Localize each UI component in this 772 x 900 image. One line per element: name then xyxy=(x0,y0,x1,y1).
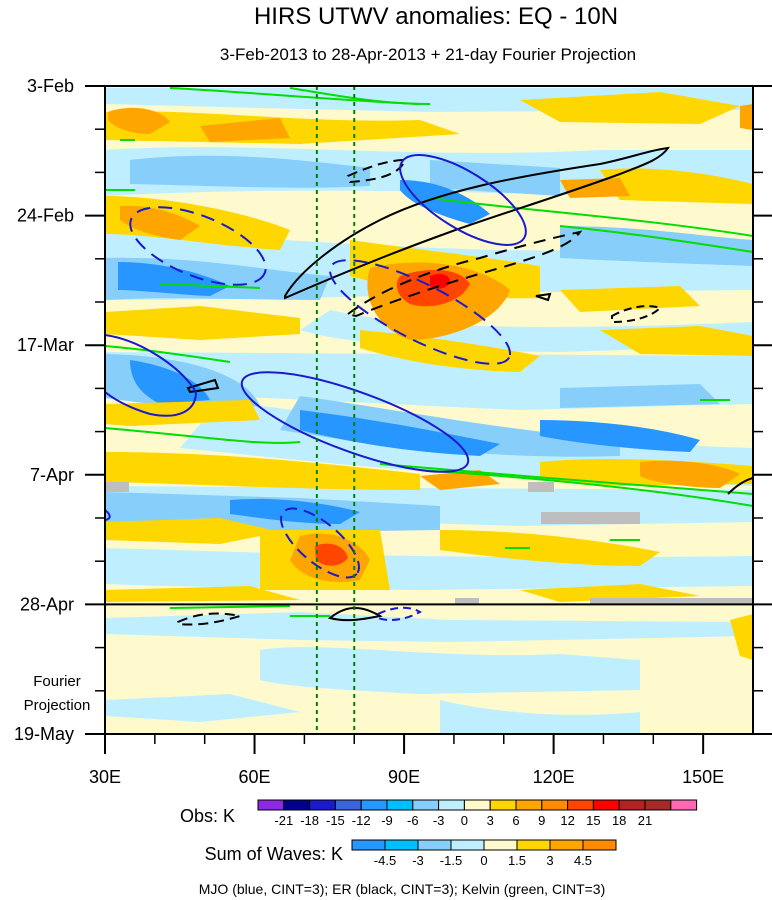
colorbar-swatch xyxy=(351,839,386,851)
kelvin-contours xyxy=(105,87,753,617)
waves-colorbar-label: Sum of Waves: K xyxy=(205,844,343,864)
colorbar-swatch xyxy=(417,839,452,851)
colorbar-level: -1.5 xyxy=(440,853,462,868)
colorbar-level: -4.5 xyxy=(374,853,396,868)
colorbar-swatch xyxy=(386,799,414,811)
colorbar-level: -21 xyxy=(274,813,293,828)
y-tick-label: 17-Mar xyxy=(17,335,74,355)
colorbar-swatch xyxy=(283,799,311,811)
colorbar-level: 0 xyxy=(461,813,468,828)
y-tick-label: 24-Feb xyxy=(17,206,74,226)
colorbar-level: 9 xyxy=(538,813,545,828)
y-tick-label: 7-Apr xyxy=(30,465,74,485)
colorbar-swatch xyxy=(257,799,285,811)
mjo-contours xyxy=(105,154,527,621)
x-tick-label: 60E xyxy=(239,767,271,787)
colorbar-swatch xyxy=(384,839,419,851)
colorbar-swatch xyxy=(483,839,518,851)
colorbar-swatch xyxy=(489,799,517,811)
colorbar-level: 3 xyxy=(546,853,553,868)
projection-label-line1: Fourier xyxy=(33,673,81,690)
y-tick-label: 19-May xyxy=(14,724,74,744)
colorbar-swatch xyxy=(463,799,491,811)
y-axis: 3-Feb 24-Feb 17-Mar 7-Apr 28-Apr 19-May xyxy=(14,76,772,744)
colorbar-swatch xyxy=(567,799,594,811)
colorbar-swatch xyxy=(450,839,485,851)
colorbar-level: 6 xyxy=(512,813,519,828)
blue-anomalies xyxy=(118,180,700,524)
x-tick-label: 150E xyxy=(682,767,724,787)
colorbar-swatch xyxy=(334,799,362,811)
colorbar-level: 18 xyxy=(612,813,626,828)
colorbar-swatch xyxy=(618,799,646,811)
x-tick-label: 120E xyxy=(533,767,575,787)
colorbar-swatch xyxy=(360,799,388,811)
colorbar-level: -12 xyxy=(352,813,371,828)
colorbar-swatch xyxy=(644,799,672,811)
colorbar-swatch xyxy=(541,799,569,811)
colorbar-level: -3 xyxy=(433,813,445,828)
colorbar-swatch xyxy=(582,839,617,851)
obs-colorbar: -21 -18 -15 -12 -9 -6 -3 0 3 6 9 12 15 18 21 xyxy=(257,799,698,828)
projection-label-line2: Projection xyxy=(24,697,91,714)
missing-data-boxes xyxy=(105,482,753,604)
colorbar-swatch xyxy=(515,799,543,811)
colorbar-level: -6 xyxy=(407,813,419,828)
colorbar-level: 1.5 xyxy=(508,853,526,868)
colorbar-swatch xyxy=(670,799,698,811)
colorbar-swatch xyxy=(438,799,465,811)
obs-colorbar-label: Obs: K xyxy=(180,806,235,826)
colorbar-level: 15 xyxy=(586,813,600,828)
y-tick-label: 28-Apr xyxy=(20,594,74,614)
chart-subtitle: 3-Feb-2013 to 28-Apr-2013 + 21-day Fouri… xyxy=(220,45,636,64)
colorbar-swatch xyxy=(309,799,336,811)
colorbar-level: -3 xyxy=(412,853,424,868)
y-tick-label: 3-Feb xyxy=(27,76,74,96)
er-contours xyxy=(177,146,753,626)
chart-title: HIRS UTWV anomalies: EQ - 10N xyxy=(254,3,618,30)
colorbar-level: -18 xyxy=(300,813,319,828)
colorbar-swatch xyxy=(549,839,584,851)
colorbar-swatch xyxy=(592,799,620,811)
colorbar-level: 21 xyxy=(638,813,652,828)
colorbar-swatch xyxy=(516,839,551,851)
x-tick-label: 30E xyxy=(89,767,121,787)
x-tick-label: 90E xyxy=(388,767,420,787)
reference-lines xyxy=(315,86,356,734)
colorbar-level: -15 xyxy=(326,813,345,828)
colorbar-level: -9 xyxy=(381,813,393,828)
wave-legend: MJO (blue, CINT=3); ER (black, CINT=3); … xyxy=(199,881,606,897)
colorbar-level: 4.5 xyxy=(574,853,592,868)
colorbar-swatch xyxy=(412,799,440,811)
anomaly-field xyxy=(105,86,753,734)
plot-frame xyxy=(104,85,754,735)
colorbar-level: 3 xyxy=(487,813,494,828)
colorbar-level: 12 xyxy=(560,813,574,828)
waves-colorbar: -4.5 -3 -1.5 0 1.5 3 4.5 xyxy=(351,839,617,868)
colorbar-level: 0 xyxy=(480,853,487,868)
x-axis: 30E 60E 90E 120E 150E xyxy=(89,734,724,787)
